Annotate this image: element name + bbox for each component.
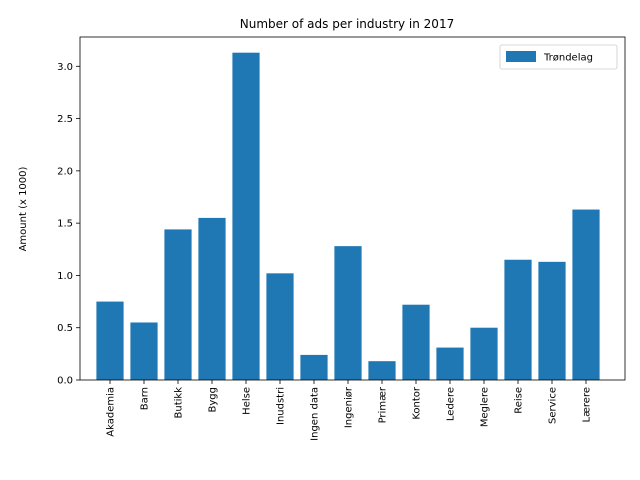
x-tick-label: Service [548, 387, 559, 424]
legend-label: Trøndelag [543, 53, 593, 64]
bar-bygg [198, 217, 226, 380]
legend: Trøndelag [499, 44, 618, 70]
chart-title: Number of ads per industry in 2017 [240, 17, 454, 31]
x-axis: Akademia Barn Butikk Bygg Helse Inudstri Ingen… [106, 380, 593, 441]
x-tick-label: Reise [514, 387, 525, 414]
x-tick-label: Primær [378, 386, 389, 423]
bar-primær [368, 361, 396, 380]
bar-meglere [470, 327, 498, 380]
bar-inudstri [266, 273, 294, 380]
bar-ledere [436, 347, 464, 380]
y-axis-label: Amount (x 1000) [18, 166, 29, 251]
x-tick-label: Ledere [446, 387, 457, 421]
y-tick-label: 2.5 [57, 114, 73, 125]
x-tick-label: Inudstri [276, 387, 287, 425]
x-tick-label: Ingeniør [344, 386, 355, 428]
plot-frame [79, 36, 626, 381]
x-tick-label: Meglere [480, 387, 491, 427]
bar-kontor [402, 304, 430, 380]
bar-service [538, 261, 566, 380]
y-tick-label: 1.0 [57, 271, 73, 282]
bar-butikk [164, 229, 192, 380]
y-tick-label: 1.5 [57, 219, 73, 230]
bar-akademia [96, 301, 124, 380]
x-tick-label: Lærere [582, 387, 593, 422]
legend-swatch [506, 51, 536, 62]
x-tick-label: Ingen data [310, 387, 321, 441]
x-tick-label: Bygg [208, 387, 219, 412]
y-tick-label: 2.0 [57, 166, 73, 177]
y-tick-label: 0.5 [57, 323, 73, 334]
y-tick-label: 3.0 [57, 62, 73, 73]
bars-group [96, 52, 600, 380]
y-tick-label: 0.0 [57, 376, 73, 387]
bar-helse [232, 52, 260, 380]
bar-ingen-data [300, 354, 328, 380]
bar-lærere [572, 209, 600, 380]
y-axis: 0.0 0.5 1.0 1.5 2.0 2.5 3.0 [57, 62, 80, 387]
x-tick-label: Akademia [106, 387, 117, 437]
bar-reise [504, 259, 532, 380]
bar-ingeniør [334, 246, 362, 380]
bar-barn [130, 322, 158, 380]
x-tick-label: Barn [140, 387, 151, 410]
x-tick-label: Kontor [412, 386, 423, 420]
x-tick-label: Butikk [174, 387, 185, 419]
x-tick-label: Helse [242, 387, 253, 415]
